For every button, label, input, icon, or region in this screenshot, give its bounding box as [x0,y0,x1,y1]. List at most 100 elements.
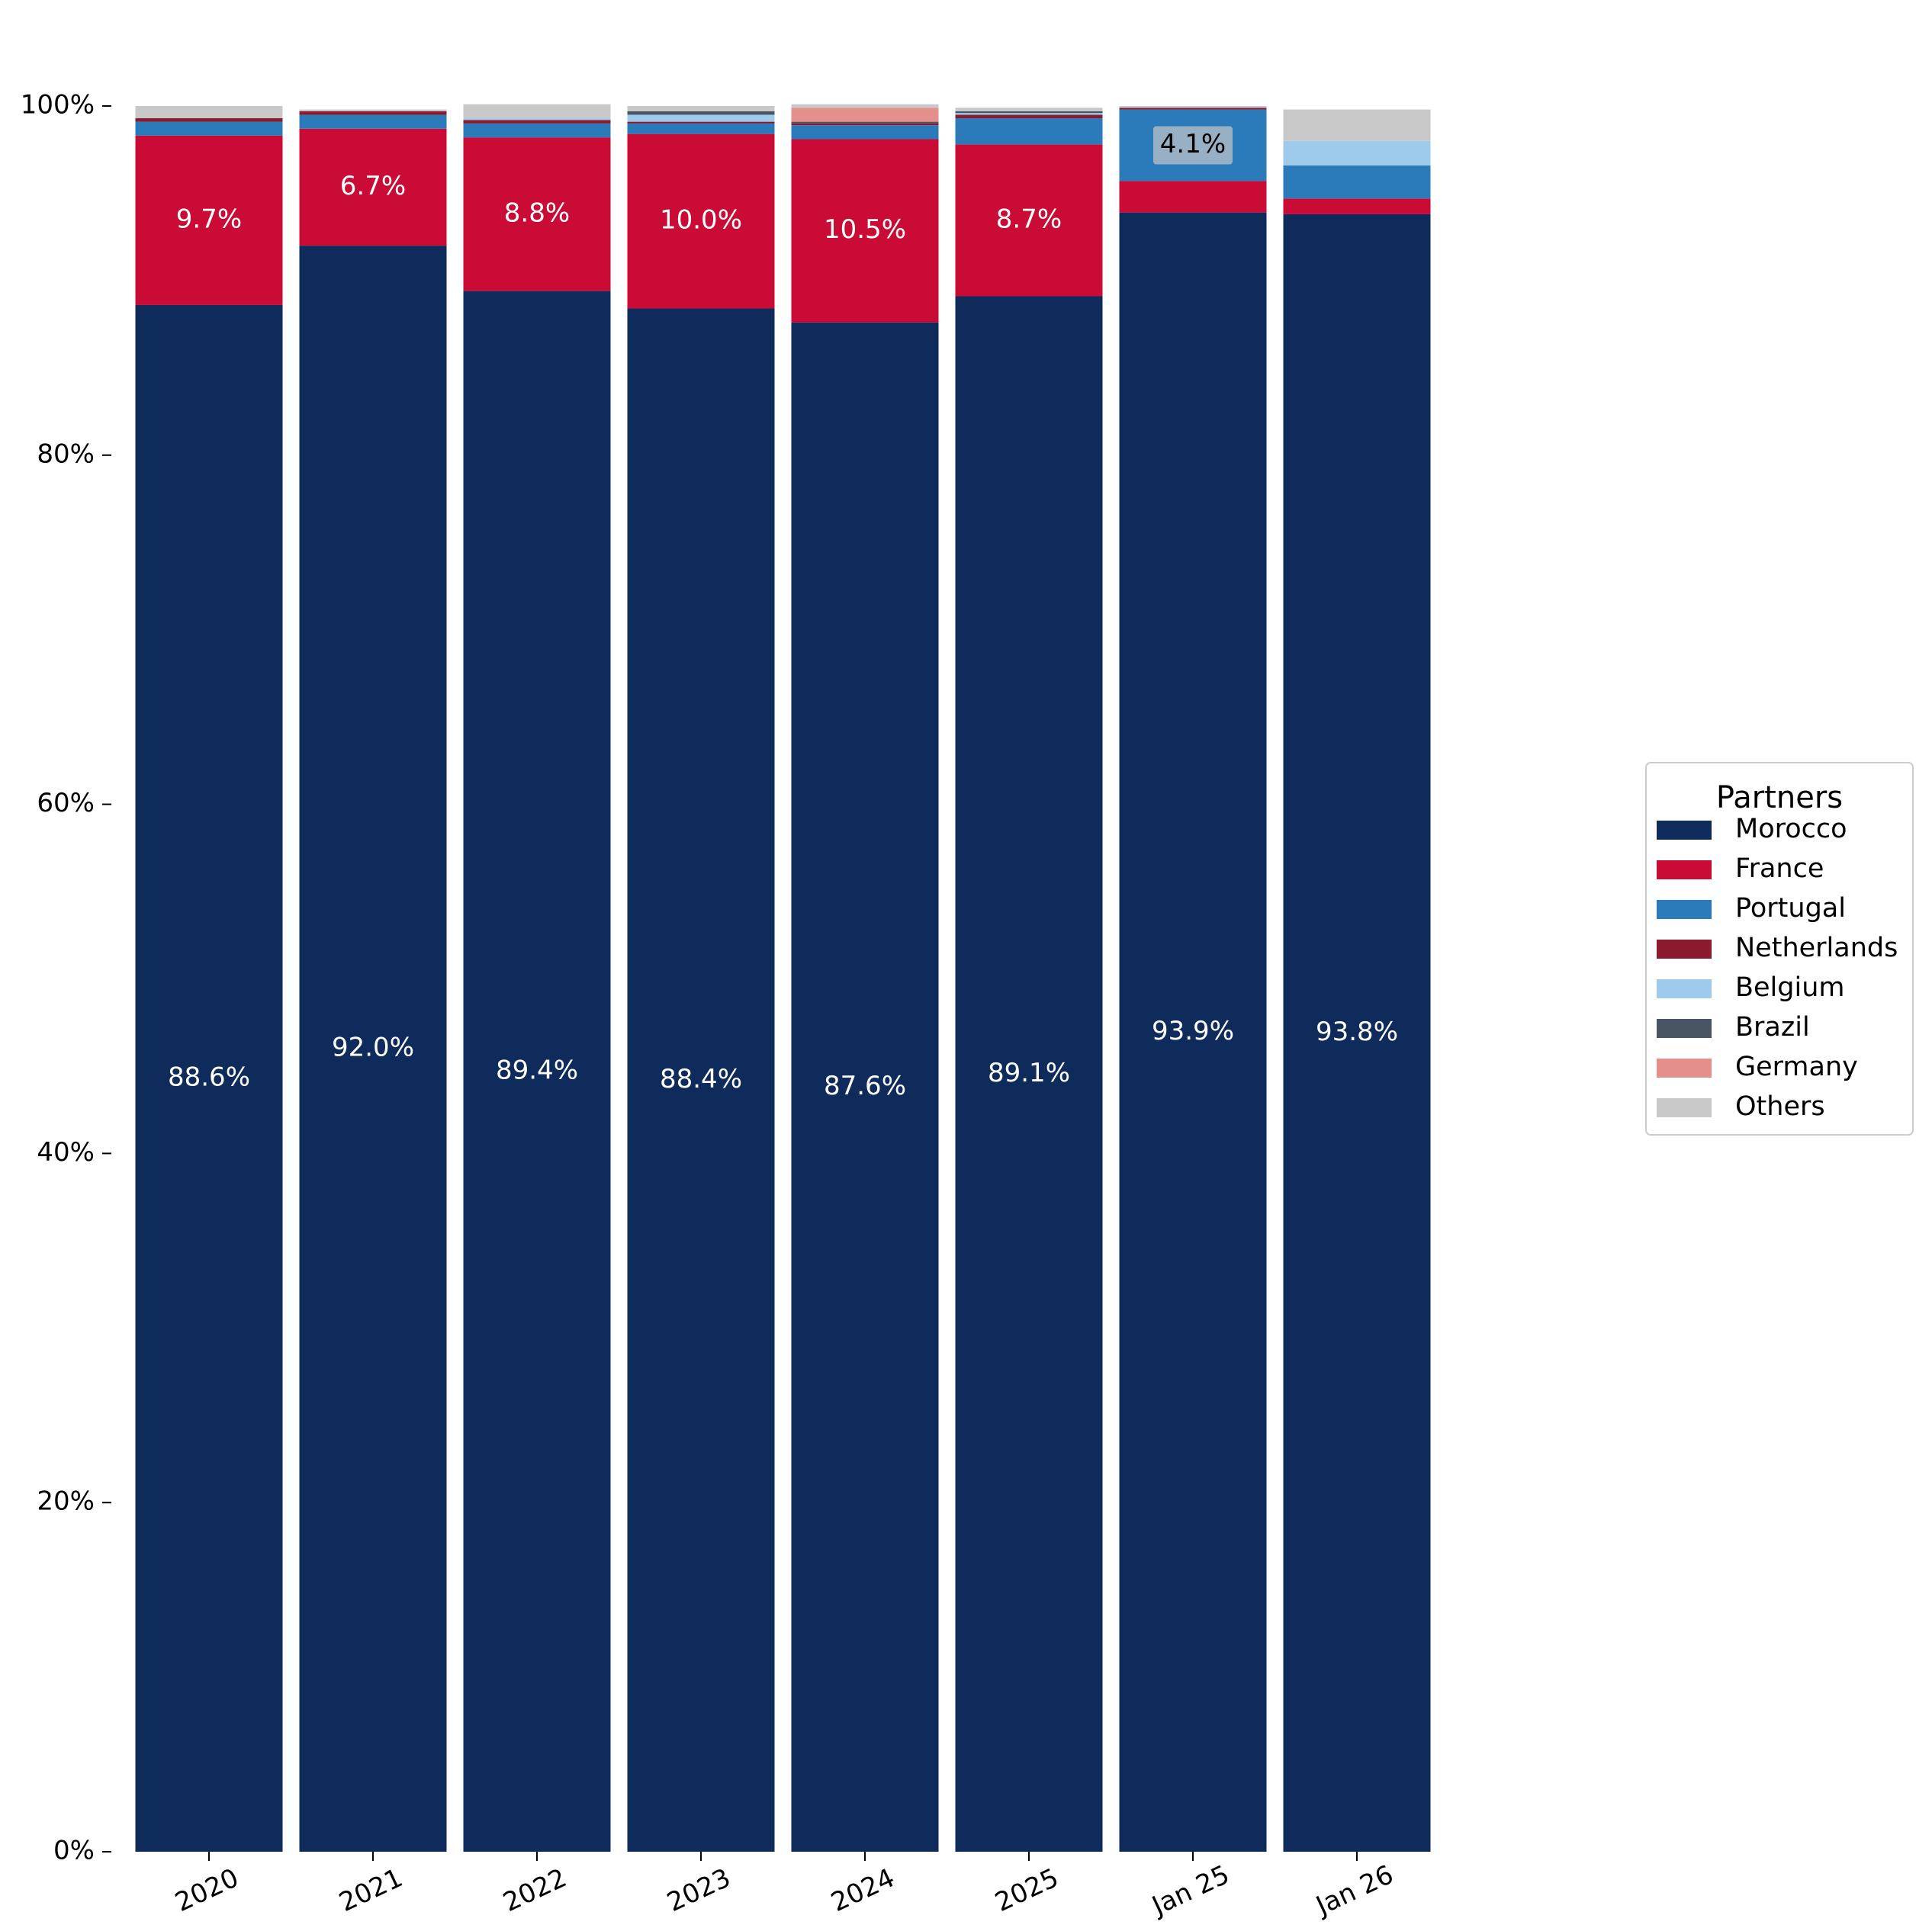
data-label: 10.5% [824,214,906,245]
legend-swatch-brazil [1657,1019,1712,1038]
data-label: 6.7% [340,171,406,201]
bar-segment-france [1283,198,1431,214]
bar-segment-brazil [955,111,1103,114]
data-label: 10.0% [660,205,742,236]
bar-segment-france [627,133,775,309]
x-axis: 2020 2021 2022 2023 2024 2025 Jan 25 Jan 26 [171,1852,1398,1922]
bar-segment-belgium [1283,140,1431,165]
legend-label-brazil: Brazil [1735,1012,1810,1043]
x-tick-label: 2022 [499,1862,571,1918]
bar-segment-netherlands [791,123,939,126]
x-tick-label: Jan 26 [1310,1859,1398,1922]
data-label: 89.4% [496,1055,578,1085]
bar-segment-france [791,139,939,323]
bar-segment-portugal [463,123,611,138]
y-tick-label: 60% [37,788,95,818]
legend-items: Morocco France Portugal Netherlands Belgium B… [1657,814,1898,1122]
y-tick-label: 80% [37,439,95,469]
bar-segment-belgium [463,118,611,120]
bar-segment-netherlands [135,118,283,122]
x-tick-label: 2021 [335,1862,407,1918]
bar-segment-netherlands [627,121,775,124]
y-tick-label: 0% [53,1836,95,1866]
x-tick-label: 2023 [663,1862,735,1918]
bar-segment-others [627,106,775,111]
x-tick-label: 2025 [991,1862,1063,1918]
bar-segment-morocco [627,308,775,1852]
data-label: 88.4% [660,1064,742,1094]
bar-segment-portugal [135,121,283,136]
data-label: 8.7% [996,204,1062,234]
legend-swatch-germany [1657,1059,1712,1078]
bar-stacks [135,104,1431,1852]
bar-segment-netherlands [955,114,1103,119]
bar-segment-morocco [955,296,1103,1852]
bar-segment-others [955,108,1103,111]
bar-segment-brazil [791,121,939,124]
data-label: 89.1% [988,1058,1070,1088]
legend-frame [1645,762,1914,1136]
legend-label-portugal: Portugal [1735,893,1846,924]
legend-swatch-portugal [1657,900,1712,919]
bar-segment-france [135,135,283,305]
legend-swatch-netherlands [1657,940,1712,959]
legend: Partners Morocco France Portugal Netherland… [1645,762,1914,1136]
bar-segment-belgium [955,113,1103,115]
legend-label-germany: Germany [1735,1052,1858,1082]
legend-swatch-france [1657,860,1712,879]
bar-segment-others [463,104,611,119]
legend-label-morocco: Morocco [1735,814,1847,844]
bar-segment-netherlands [1119,108,1267,110]
bar-segment-netherlands [299,111,447,115]
legend-title: Partners [1716,780,1843,815]
bar-segment-morocco [135,304,283,1852]
legend-swatch-belgium [1657,979,1712,998]
bar-segment-portugal [299,114,447,129]
bar-segment-brazil [627,111,775,115]
y-tick-label: 20% [37,1486,95,1517]
bar-segment-france [1119,181,1267,213]
data-label: 4.1% [1160,129,1226,159]
bar-segment-others [1119,106,1267,108]
bar-segment-france [463,137,611,291]
bar-segment-morocco [1283,214,1431,1852]
bar-segment-france [299,128,447,246]
y-tick-label: 100% [21,90,95,120]
legend-label-france: France [1735,853,1824,884]
data-label: 93.9% [1152,1016,1234,1046]
y-tick-label: 40% [37,1137,95,1168]
x-tick-label: Jan 25 [1146,1859,1234,1922]
data-label: 87.6% [824,1071,906,1101]
data-label-box [1153,126,1233,165]
bar-segment-portugal [955,118,1103,145]
x-tick-label: 2024 [827,1862,899,1918]
data-label: 93.8% [1316,1017,1398,1047]
bar-segment-netherlands [463,120,611,124]
bar-segment-portugal [627,123,775,134]
bar-segment-morocco [299,246,447,1852]
bar-segment-portugal [791,125,939,140]
data-labels: 88.6% 92.0% 89.4% 88.4% 87.6% 89.1% 93.9% 93.8%… [168,126,1398,1101]
bar-segment-others [135,106,283,119]
bar-segment-portugal [1283,165,1431,199]
legend-label-belgium: Belgium [1735,972,1845,1003]
y-axis: 0% 20% 40% 60% 80% 100% [21,90,111,1866]
bar-segment-germany [791,108,939,122]
legend-label-netherlands: Netherlands [1735,933,1898,963]
bar-segment-others [299,109,447,111]
bar-segment-france [955,144,1103,297]
bar-segment-belgium [627,114,775,122]
legend-swatch-others [1657,1098,1712,1117]
x-tick-label: 2020 [171,1862,243,1918]
bar-segment-others [1283,109,1431,141]
data-label: 9.7% [176,204,242,234]
legend-swatch-morocco [1657,821,1712,840]
data-label: 92.0% [332,1033,414,1063]
bar-segment-others [791,104,939,108]
data-label: 88.6% [168,1062,250,1092]
data-label: 8.8% [504,198,570,228]
bar-segment-morocco [1119,212,1267,1852]
bar-segment-morocco [791,322,939,1852]
legend-label-others: Others [1735,1091,1825,1122]
